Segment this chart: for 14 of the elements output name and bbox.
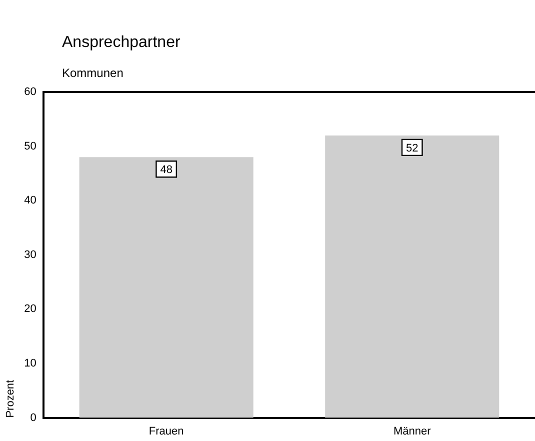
y-tick-label: 10: [24, 358, 36, 370]
y-tick-label: 20: [24, 303, 36, 316]
data-label: 48: [160, 164, 172, 176]
x-tick-label: Frauen: [148, 425, 184, 438]
chart-subtitle: Kommunen: [62, 66, 124, 80]
y-tick-label: 40: [24, 194, 36, 207]
y-tick-label: 0: [30, 412, 36, 424]
y-tick-label: 30: [24, 248, 36, 261]
y-tick-label: 50: [24, 140, 36, 152]
y-axis-title: Prozent: [4, 380, 17, 418]
chart-title: Ansprechpartner: [62, 34, 180, 52]
data-label: 52: [406, 142, 418, 154]
y-tick-label: 60: [24, 86, 36, 98]
x-tick-label: Männer: [393, 425, 432, 438]
